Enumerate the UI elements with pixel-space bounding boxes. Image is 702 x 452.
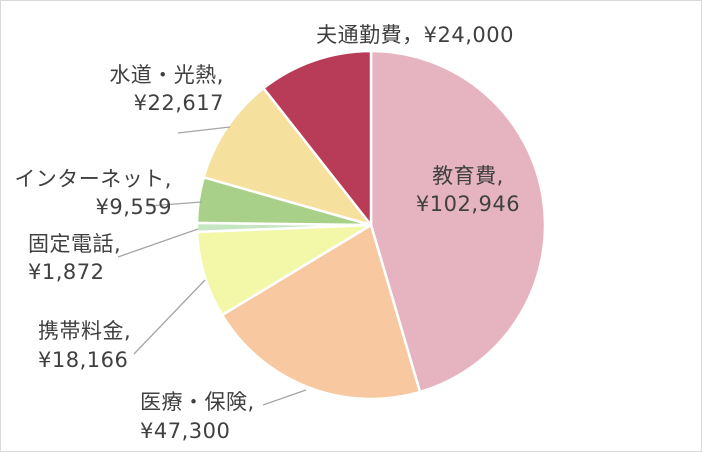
slice-utilities-value-label: ¥22,617 [134, 91, 224, 115]
slice-education-category-label: 教育費, [432, 164, 504, 188]
slice-mobile-leader-line [133, 279, 206, 355]
slice-internet-leader-line [147, 201, 203, 207]
slice-medical-category-label: 医療・保険, [140, 390, 255, 414]
slice-medical [220, 223, 422, 401]
slice-internet-category-label: インターネット, [14, 167, 172, 191]
slice-mobile-category-label: 携帯料金, [38, 319, 131, 343]
slice-education-value-label: ¥102,946 [416, 192, 520, 216]
slice-mobile-value-label: ¥18,166 [38, 348, 128, 372]
slice-landline-leader-line [117, 228, 199, 258]
slice-utilities-leader-line [177, 126, 231, 134]
slice-landline-category-label: 固定電話, [28, 232, 121, 256]
slice-medical-value-label: ¥47,300 [140, 419, 230, 443]
slice-education [369, 49, 547, 394]
slice-internet-value-label: ¥9,559 [96, 195, 172, 219]
slice-commute-data-label: 夫通勤費，¥24,000 [316, 23, 514, 47]
slice-commute [262, 49, 373, 227]
slice-medical-leader-line [262, 389, 307, 406]
slice-utilities-category-label: 水道・光熱, [109, 63, 224, 87]
slice-landline-value-label: ¥1,872 [28, 260, 104, 284]
